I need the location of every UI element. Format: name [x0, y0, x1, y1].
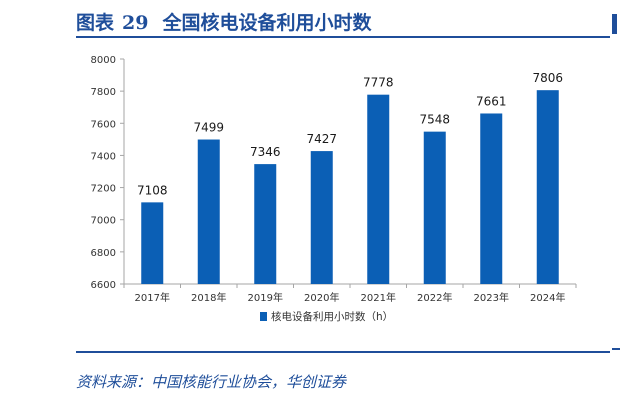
x-tick-label: 2018年	[191, 291, 226, 304]
data-label: 7661	[476, 94, 507, 108]
data-label: 7548	[419, 113, 450, 127]
bar	[367, 94, 390, 284]
x-tick-label: 2019年	[248, 291, 283, 304]
edge-mark	[612, 14, 617, 34]
bar	[310, 151, 333, 284]
y-tick-label: 6800	[91, 248, 116, 259]
legend-swatch	[260, 312, 267, 321]
legend-label: 核电设备利用小时数（h）	[271, 310, 393, 323]
data-label: 7806	[532, 71, 563, 85]
bar-chart: 6600 6800 7000 7200 7400 7600 7800 8000 7108 2017…	[91, 55, 577, 323]
bar	[141, 202, 164, 284]
bar	[536, 90, 559, 284]
figure-header: 图表 29 全国核电设备利用小时数	[76, 8, 616, 38]
y-tick-label: 7800	[91, 87, 116, 98]
x-tick-label: 2024年	[530, 291, 565, 304]
y-tick-label: 7000	[91, 216, 116, 227]
footer-rule	[76, 351, 610, 353]
x-tick-label: 2022年	[417, 291, 452, 304]
figure-title-text: 全国核电设备利用小时数	[162, 12, 372, 34]
source-note: 资料来源：中国核能行业协会，华创证券	[76, 373, 347, 391]
y-tick-label: 8000	[91, 55, 116, 66]
data-label: 7778	[363, 76, 394, 90]
x-tick-label: 2020年	[304, 291, 339, 304]
x-tick-label: 2021年	[361, 291, 396, 304]
bar	[197, 139, 220, 284]
y-tick-label: 7600	[91, 119, 116, 130]
figure-label: 图表	[76, 12, 115, 34]
bar	[480, 113, 503, 284]
y-tick-label: 6600	[91, 280, 116, 291]
x-tick-label: 2023年	[474, 291, 509, 304]
data-label: 7499	[193, 121, 224, 135]
y-tick-label: 7400	[91, 151, 116, 162]
x-tick-label: 2017年	[135, 291, 170, 304]
bar	[423, 131, 446, 284]
figure-title: 图表 29 全国核电设备利用小时数	[76, 8, 371, 35]
bar	[254, 164, 277, 284]
chart-container: 6600 6800 7000 7200 7400 7600 7800 8000 7108 2017…	[76, 42, 616, 342]
edge-mark-lower	[612, 348, 620, 350]
data-label: 7346	[250, 145, 281, 159]
data-label: 7108	[137, 183, 168, 197]
data-label: 7427	[306, 132, 337, 146]
y-tick-label: 7200	[91, 184, 116, 195]
figure-number: 29	[122, 12, 149, 34]
header-rule	[76, 36, 610, 38]
